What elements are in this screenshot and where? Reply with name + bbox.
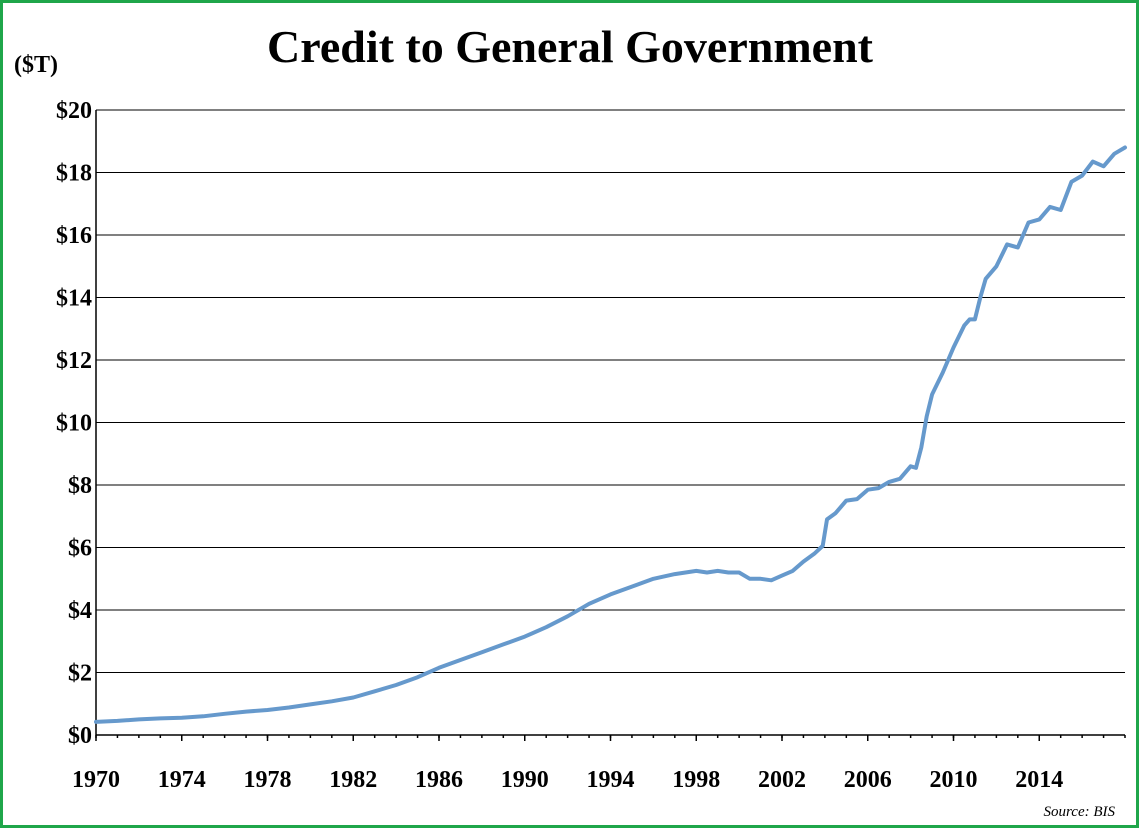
y-tick-label: $6 bbox=[68, 536, 92, 562]
axes bbox=[95, 110, 1126, 741]
series-group bbox=[94, 145, 1127, 724]
y-tick-label: $10 bbox=[56, 411, 92, 437]
y-axis-unit-label: ($T) bbox=[14, 52, 58, 78]
x-tick-label: 2006 bbox=[844, 767, 892, 793]
x-tick-label: 1974 bbox=[158, 767, 206, 793]
series-line bbox=[94, 145, 1127, 724]
x-tick-label: 1986 bbox=[415, 767, 463, 793]
x-tick-labels: 1970 1974 1978 1982 1986 1990 1994 1998 2002 2006… bbox=[72, 767, 1063, 793]
y-tick-label: $0 bbox=[68, 723, 92, 749]
source-note: Source: BIS bbox=[1044, 804, 1116, 820]
x-tick-label: 2014 bbox=[1015, 767, 1063, 793]
y-tick-label: $18 bbox=[56, 161, 92, 187]
y-tick-label: $12 bbox=[56, 348, 92, 374]
x-tick-label: 2010 bbox=[930, 767, 978, 793]
chart-title: Credit to General Government bbox=[267, 21, 874, 72]
x-tick-label: 1970 bbox=[72, 767, 120, 793]
x-tick-label: 1982 bbox=[329, 767, 377, 793]
y-tick-label: $2 bbox=[68, 661, 92, 687]
x-tick-label: 2002 bbox=[758, 767, 806, 793]
x-tick-label: 1994 bbox=[587, 767, 635, 793]
x-tick-label: 1990 bbox=[501, 767, 549, 793]
y-tick-label: $8 bbox=[68, 473, 92, 499]
y-tick-label: $14 bbox=[56, 286, 92, 312]
x-tick-label: 1978 bbox=[244, 767, 292, 793]
y-tick-label: $20 bbox=[56, 98, 92, 124]
y-tick-labels: $0 $2 $4 $6 $8 $10 $12 $14 $16 $18 $20 bbox=[56, 98, 92, 749]
y-tick-label: $16 bbox=[56, 223, 92, 249]
y-tick-label: $4 bbox=[68, 598, 92, 624]
x-tick-label: 1998 bbox=[672, 767, 720, 793]
gridlines bbox=[96, 109, 1125, 673]
